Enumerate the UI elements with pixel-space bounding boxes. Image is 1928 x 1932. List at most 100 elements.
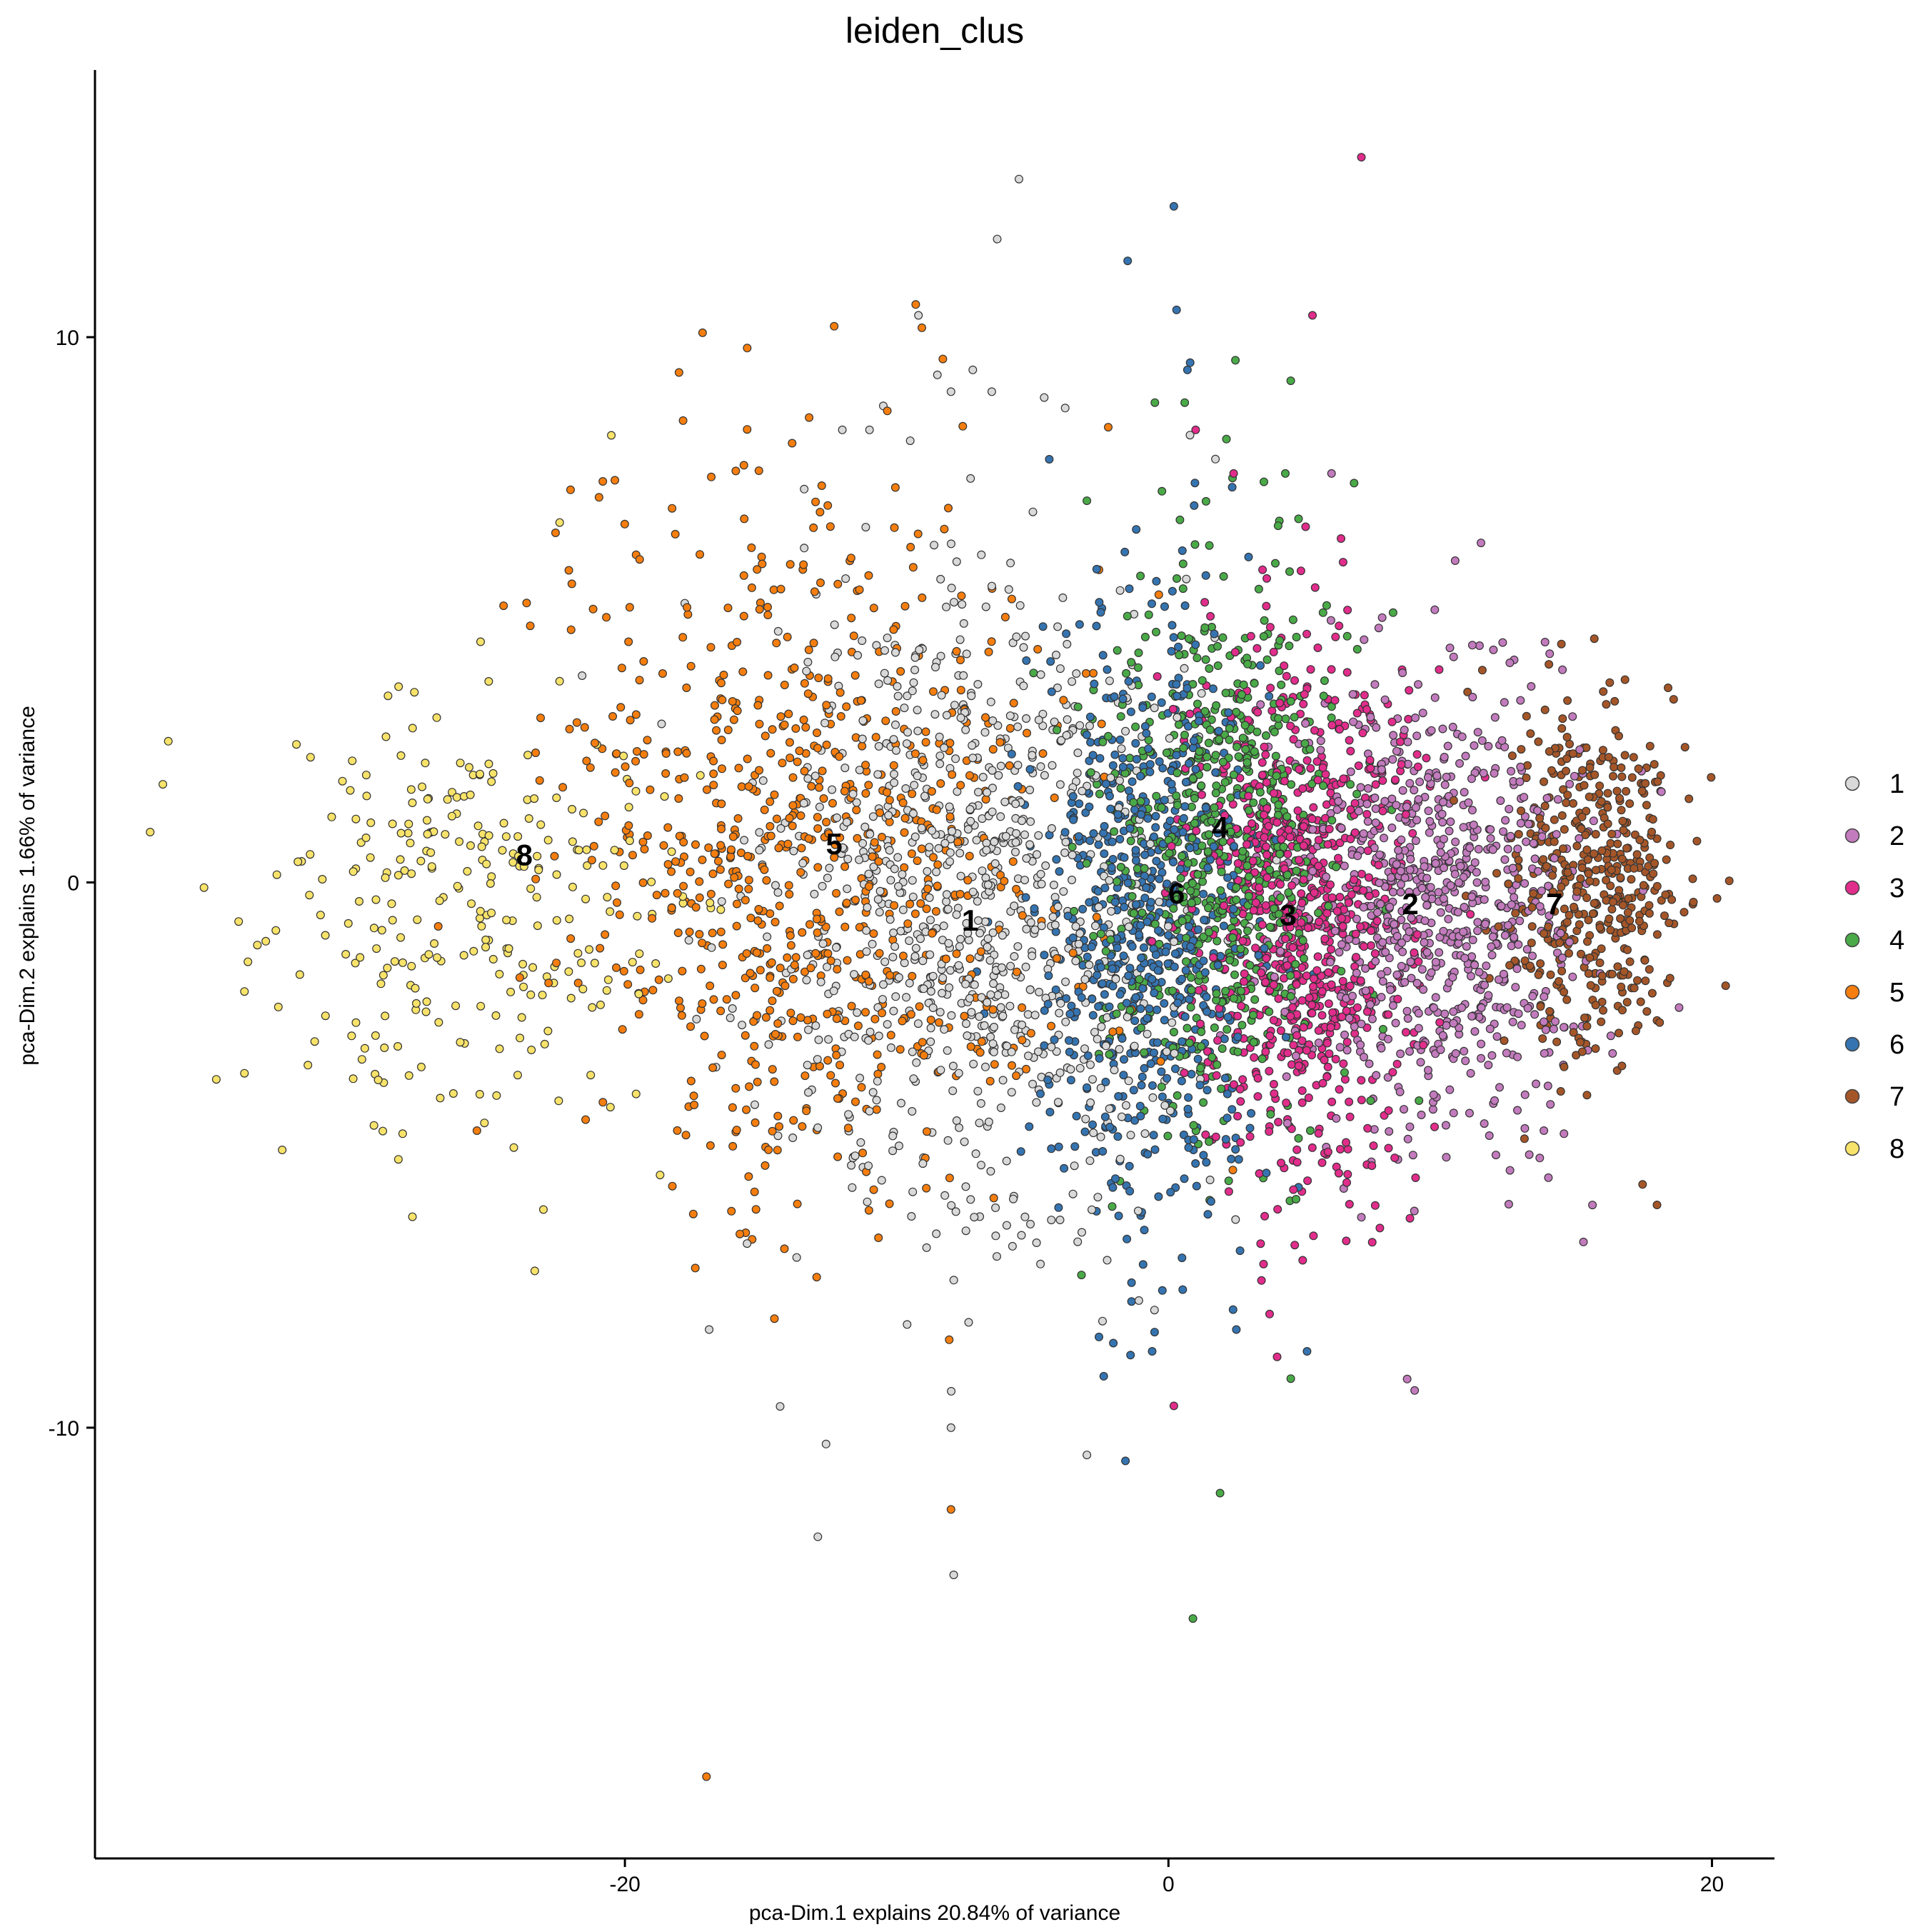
data-point-cluster-2	[1439, 894, 1448, 904]
data-point-cluster-3	[1390, 775, 1400, 784]
data-point-cluster-8	[421, 759, 430, 768]
data-point-cluster-7	[1630, 983, 1639, 993]
data-point-cluster-7	[1629, 753, 1638, 762]
data-point-cluster-5	[775, 1122, 784, 1131]
data-point-cluster-3	[1371, 780, 1380, 789]
data-point-cluster-1	[821, 1439, 830, 1448]
data-point-cluster-3	[1261, 750, 1270, 759]
data-point-cluster-3	[1347, 890, 1356, 899]
data-point-cluster-8	[306, 850, 315, 859]
data-point-cluster-1	[788, 1133, 798, 1142]
data-point-cluster-3	[1269, 647, 1278, 656]
data-point-cluster-5	[691, 840, 700, 849]
data-point-cluster-5	[965, 851, 974, 861]
data-point-cluster-2	[1517, 1021, 1526, 1030]
data-point-cluster-3	[1323, 1147, 1332, 1156]
data-point-cluster-6	[1178, 828, 1188, 837]
data-point-cluster-1	[908, 876, 917, 885]
data-point-cluster-5	[830, 321, 839, 331]
data-point-cluster-7	[1650, 760, 1659, 769]
data-point-cluster-1	[975, 1012, 984, 1021]
data-point-cluster-6	[1127, 1278, 1136, 1287]
data-point-cluster-8	[568, 882, 577, 891]
data-point-cluster-2	[1657, 787, 1666, 796]
data-point-cluster-5	[1228, 1166, 1237, 1175]
data-point-cluster-1	[922, 1243, 931, 1252]
data-point-cluster-1	[966, 816, 975, 826]
data-point-cluster-6	[1095, 1053, 1104, 1063]
data-point-cluster-8	[517, 1013, 526, 1022]
data-point-cluster-5	[671, 857, 681, 866]
data-point-cluster-7	[1606, 839, 1615, 848]
data-point-cluster-1	[1036, 670, 1045, 679]
data-point-cluster-2	[1403, 737, 1412, 746]
data-point-cluster-1	[1010, 951, 1019, 961]
data-point-cluster-6	[1110, 692, 1119, 701]
data-point-cluster-5	[856, 696, 865, 705]
data-point-cluster-1	[980, 917, 990, 926]
data-point-cluster-6	[1167, 779, 1176, 789]
data-point-cluster-2	[1430, 693, 1440, 702]
data-point-cluster-5	[823, 501, 833, 510]
data-point-cluster-6	[1152, 856, 1161, 866]
data-point-cluster-6	[1035, 1089, 1045, 1098]
data-point-cluster-6	[1191, 640, 1200, 649]
data-point-cluster-5	[634, 1010, 643, 1019]
data-point-cluster-2	[1481, 877, 1490, 886]
data-point-cluster-5	[833, 579, 843, 589]
data-point-cluster-5	[661, 889, 670, 898]
data-point-cluster-6	[1185, 759, 1194, 768]
data-point-cluster-3	[1341, 1138, 1350, 1147]
data-point-cluster-6	[1168, 621, 1177, 630]
data-point-cluster-8	[234, 917, 243, 926]
data-point-cluster-1	[1121, 726, 1130, 736]
data-point-cluster-8	[451, 1001, 461, 1011]
data-point-cluster-5	[635, 555, 644, 564]
data-point-cluster-6	[1190, 479, 1200, 488]
data-point-cluster-6	[1146, 1059, 1155, 1068]
data-point-cluster-5	[785, 931, 795, 940]
data-point-cluster-2	[1516, 762, 1525, 771]
data-point-cluster-5	[1097, 719, 1106, 729]
data-point-cluster-1	[1061, 1017, 1070, 1026]
data-point-cluster-5	[722, 995, 731, 1004]
data-point-cluster-6	[1125, 964, 1135, 973]
data-point-cluster-1	[813, 1532, 823, 1541]
data-point-cluster-5	[933, 881, 942, 891]
data-point-cluster-2	[1503, 844, 1512, 854]
data-point-cluster-7	[1586, 981, 1595, 990]
data-point-cluster-7	[1545, 660, 1554, 669]
data-point-cluster-1	[820, 719, 830, 728]
data-point-cluster-1	[850, 1151, 860, 1161]
data-point-cluster-3	[1167, 841, 1176, 851]
data-point-cluster-5	[723, 725, 733, 734]
data-point-cluster-1	[832, 813, 841, 822]
data-point-cluster-1	[811, 1021, 820, 1030]
data-point-cluster-1	[1034, 715, 1043, 724]
data-point-cluster-8	[355, 896, 364, 906]
data-point-cluster-1	[991, 1231, 1000, 1241]
data-point-cluster-6	[1155, 757, 1164, 766]
data-point-cluster-3	[1362, 809, 1372, 819]
data-point-cluster-5	[958, 421, 968, 431]
data-point-cluster-5	[898, 951, 908, 961]
data-point-cluster-3	[1346, 805, 1355, 814]
data-point-cluster-2	[1466, 1068, 1475, 1078]
data-point-cluster-4	[1131, 722, 1140, 731]
data-point-cluster-4	[1290, 713, 1299, 722]
data-point-cluster-1	[1032, 1238, 1041, 1247]
data-point-cluster-3	[1249, 906, 1258, 915]
data-point-cluster-3	[1262, 842, 1271, 851]
data-point-cluster-7	[1649, 869, 1658, 879]
data-point-cluster-1	[925, 916, 935, 925]
data-point-cluster-5	[790, 663, 799, 672]
data-point-cluster-1	[962, 649, 971, 659]
data-point-cluster-3	[1211, 1132, 1220, 1141]
data-point-cluster-3	[1276, 1158, 1285, 1168]
data-point-cluster-6	[1125, 1186, 1135, 1196]
data-point-cluster-5	[754, 904, 763, 914]
data-point-cluster-5	[855, 923, 864, 932]
data-point-cluster-5	[908, 789, 917, 799]
data-point-cluster-1	[848, 789, 858, 799]
data-point-cluster-4	[1173, 769, 1182, 778]
